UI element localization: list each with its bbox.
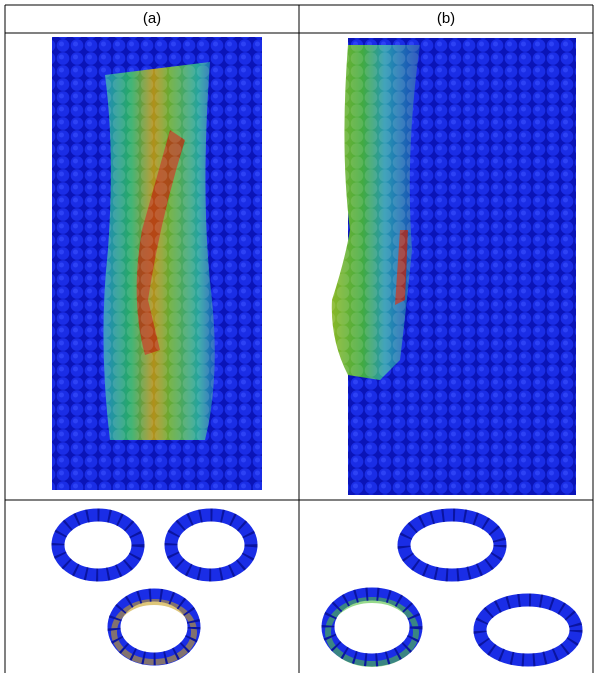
rings bbox=[58, 515, 576, 664]
panel-b-image bbox=[332, 38, 576, 495]
header-a: (a) bbox=[143, 10, 161, 27]
figure: (a) (b) bbox=[0, 0, 598, 673]
header-b: (b) bbox=[437, 10, 455, 27]
panel-a-image bbox=[52, 37, 262, 490]
